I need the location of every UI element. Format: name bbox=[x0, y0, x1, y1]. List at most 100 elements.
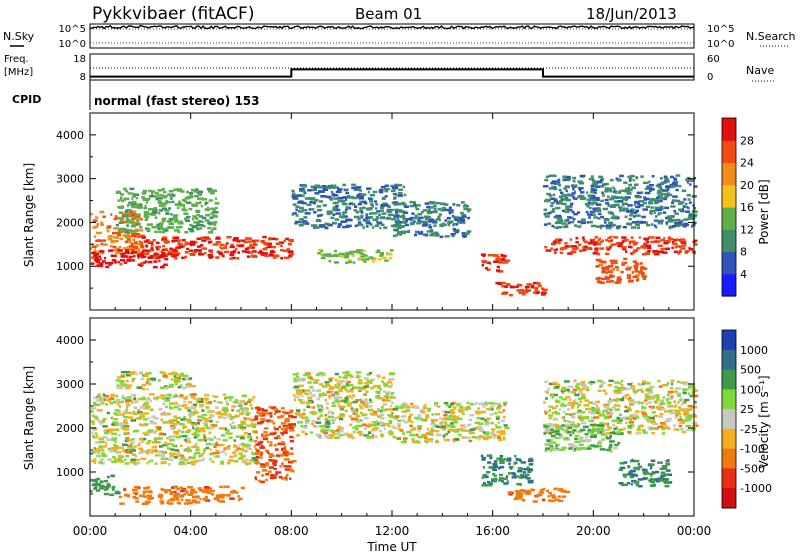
velocity-cell bbox=[327, 394, 332, 398]
power-cell bbox=[657, 222, 661, 225]
power-cell bbox=[94, 253, 99, 256]
power-cell bbox=[600, 277, 606, 281]
velocity-cell bbox=[619, 462, 625, 465]
power-cell bbox=[585, 247, 591, 250]
velocity-cell bbox=[469, 413, 474, 417]
velocity-cell bbox=[311, 422, 315, 426]
power-cell bbox=[313, 186, 317, 190]
power-cell bbox=[609, 268, 614, 272]
velocity-cell bbox=[430, 426, 434, 430]
velocity-cell bbox=[329, 387, 333, 390]
velocity-cell bbox=[390, 391, 395, 395]
power-cell bbox=[548, 174, 555, 177]
power-cell bbox=[171, 240, 175, 243]
power-cell bbox=[553, 225, 556, 229]
velocity-cell bbox=[683, 389, 687, 392]
velocity-cell bbox=[466, 424, 471, 427]
velocity-cell bbox=[385, 408, 391, 411]
velocity-cell bbox=[383, 427, 386, 431]
power-cell bbox=[264, 242, 268, 246]
velocity-cell bbox=[168, 458, 174, 461]
velocity-cell bbox=[618, 482, 624, 485]
velocity-cell bbox=[670, 395, 674, 398]
power-cell bbox=[204, 219, 210, 222]
velocity-cell bbox=[630, 385, 635, 388]
power-cell bbox=[268, 237, 272, 241]
velocity-cell bbox=[197, 419, 203, 422]
velocity-cell bbox=[130, 371, 135, 374]
power-cell bbox=[93, 235, 97, 238]
velocity-cell bbox=[127, 446, 133, 449]
velocity-cell bbox=[334, 372, 339, 376]
power-cell bbox=[662, 189, 669, 192]
power-cell bbox=[325, 195, 331, 199]
velocity-cell bbox=[189, 492, 194, 495]
velocity-cell bbox=[116, 402, 120, 406]
power-cell bbox=[518, 291, 524, 294]
velocity-cell bbox=[436, 405, 441, 408]
power-cell bbox=[418, 232, 423, 235]
power-cell bbox=[574, 197, 578, 200]
power-cell bbox=[591, 179, 596, 183]
power-cell bbox=[448, 209, 454, 212]
velocity-cell bbox=[111, 449, 117, 453]
power-cell bbox=[200, 236, 204, 239]
power-cell bbox=[360, 193, 367, 196]
velocity-cell bbox=[132, 491, 139, 495]
power-cell bbox=[650, 240, 655, 244]
velocity-cell bbox=[567, 408, 571, 411]
velocity-cell bbox=[446, 417, 451, 421]
velocity-cell bbox=[615, 426, 618, 429]
velocity-cell bbox=[151, 441, 155, 444]
power-cell bbox=[619, 174, 624, 178]
velocity-cell bbox=[338, 433, 343, 437]
velocity-cell bbox=[675, 404, 678, 407]
power-cell bbox=[158, 209, 163, 212]
power-cell bbox=[650, 223, 654, 226]
velocity-cell bbox=[492, 433, 496, 437]
power-cell bbox=[498, 258, 503, 261]
velocity-cell bbox=[550, 438, 553, 441]
power-cell bbox=[372, 190, 378, 194]
power-cell bbox=[591, 203, 594, 206]
velocity-cell bbox=[363, 385, 369, 388]
power-cell bbox=[134, 228, 140, 232]
velocity-cell bbox=[180, 372, 184, 376]
velocity-cell bbox=[577, 409, 582, 413]
velocity-cell bbox=[691, 388, 695, 391]
power-cell bbox=[356, 211, 360, 214]
velocity-cell bbox=[652, 422, 658, 426]
velocity-cell bbox=[332, 429, 339, 433]
power-cell bbox=[399, 233, 402, 236]
velocity-cell bbox=[656, 407, 662, 410]
power-cell bbox=[643, 198, 647, 201]
velocity-cell bbox=[397, 437, 402, 440]
power-cell bbox=[298, 210, 304, 213]
velocity-cell bbox=[96, 454, 100, 457]
power-cell bbox=[249, 243, 253, 247]
power-cell bbox=[610, 262, 614, 265]
velocity-cell bbox=[148, 460, 151, 463]
velocity-cell bbox=[380, 406, 384, 409]
velocity-cell bbox=[215, 494, 222, 497]
power-cell bbox=[162, 254, 168, 258]
velocity-cell bbox=[141, 383, 147, 387]
velocity-cell bbox=[339, 417, 344, 421]
velocity-cell bbox=[279, 465, 283, 468]
velocity-cell bbox=[570, 445, 574, 449]
velocity-cell bbox=[496, 430, 502, 434]
power-cell bbox=[546, 192, 551, 196]
velocity-cell bbox=[564, 380, 570, 383]
velocity-cell bbox=[639, 383, 643, 387]
power-cell bbox=[208, 199, 213, 202]
velocity-cell bbox=[297, 413, 304, 416]
velocity-cell bbox=[358, 404, 362, 407]
velocity-cell bbox=[457, 428, 463, 431]
power-cell bbox=[534, 286, 539, 290]
power-cell bbox=[120, 199, 124, 203]
velocity-cell bbox=[227, 494, 231, 497]
velocity-cell bbox=[190, 490, 193, 493]
velocity-cell bbox=[609, 435, 612, 438]
velocity-cell bbox=[245, 446, 250, 449]
power-cell bbox=[655, 184, 659, 187]
